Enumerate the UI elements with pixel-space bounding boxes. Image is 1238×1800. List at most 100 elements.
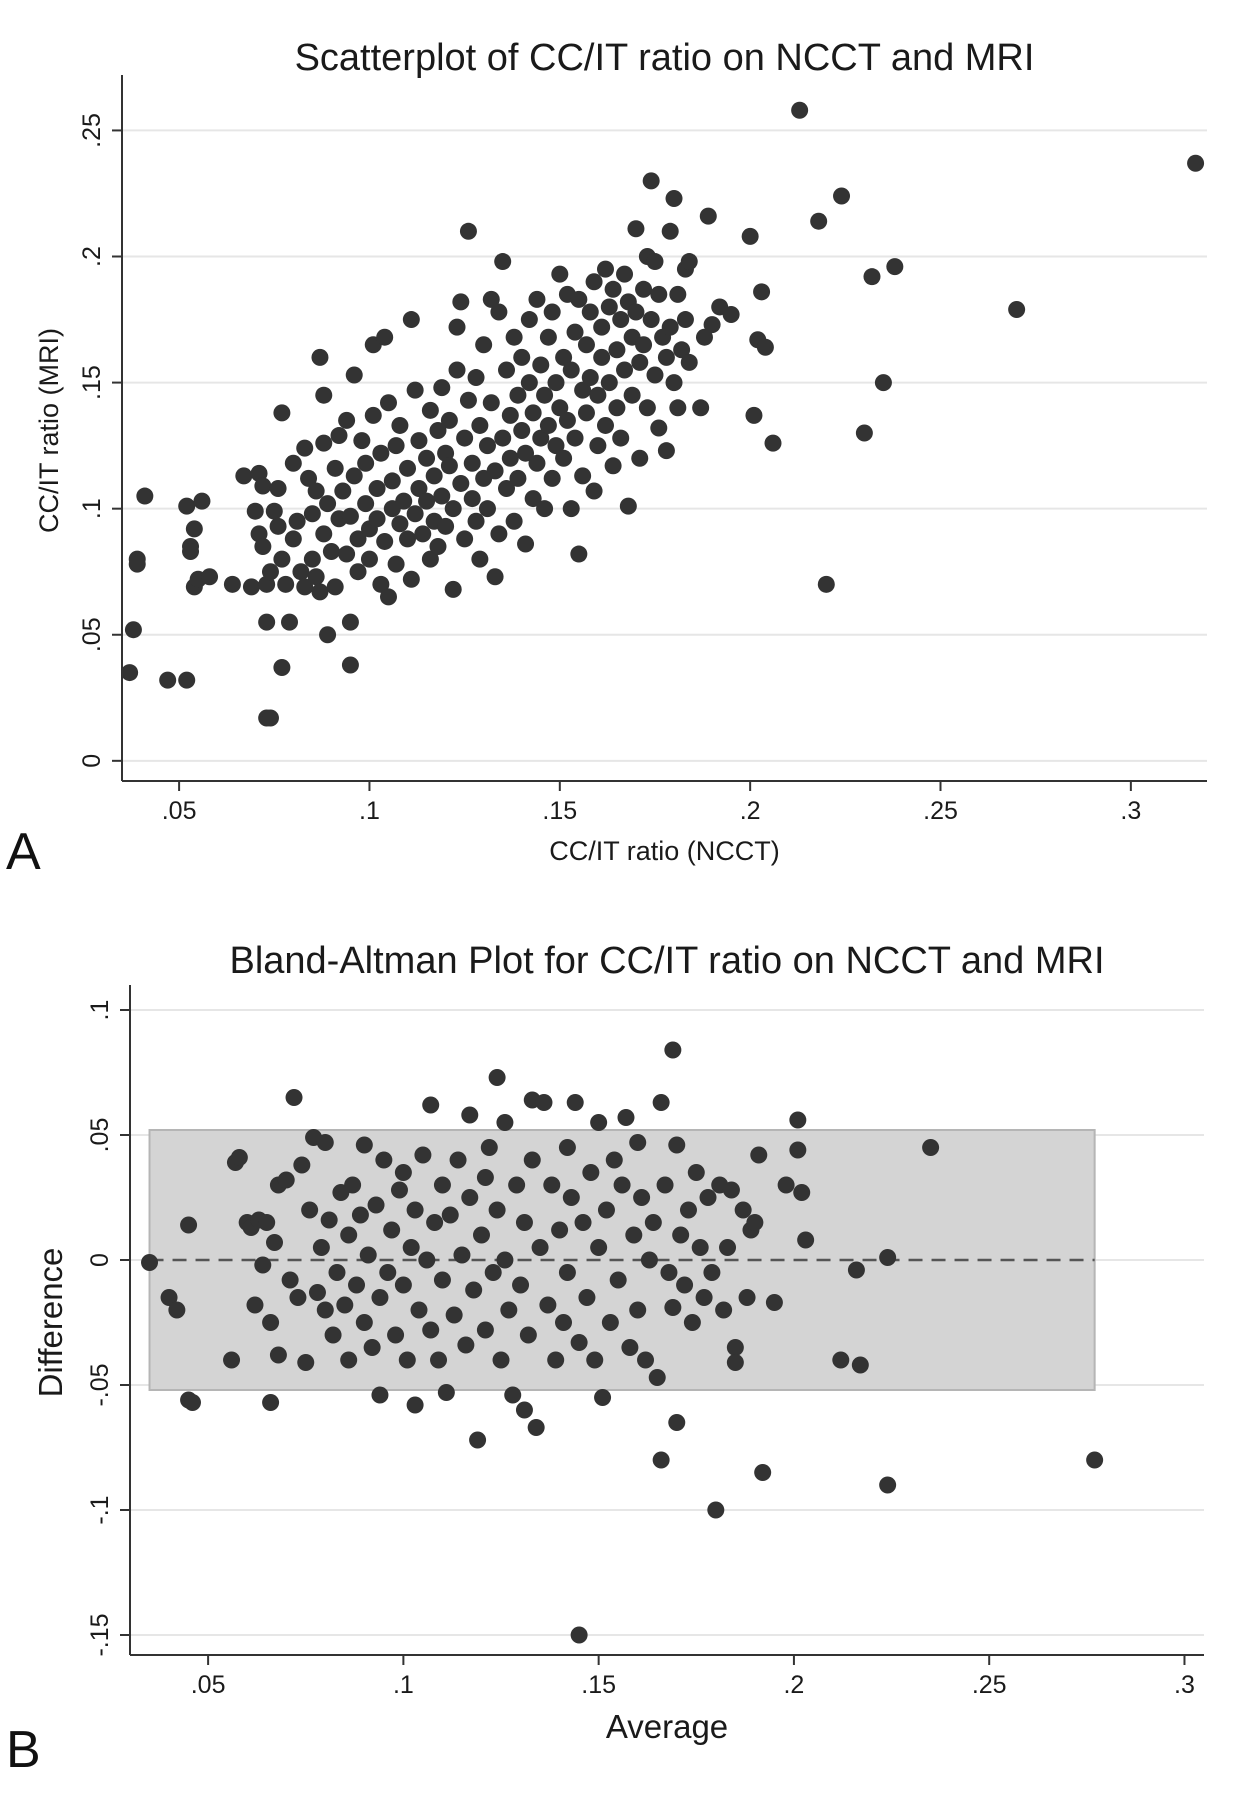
data-point [465,1281,483,1299]
data-point [322,543,340,561]
data-point [368,510,386,528]
data-point [817,575,835,593]
data-point [357,495,375,513]
data-point [437,517,455,535]
data-point [833,187,851,205]
data-point [444,500,462,518]
data-point [492,1351,510,1369]
data-point [558,1264,576,1281]
data-point [292,563,310,581]
data-point [673,341,691,359]
data-point [371,1386,389,1404]
data-point [524,404,542,422]
data-point [315,525,333,543]
bland-altman-chart: .1 .05 0 -.05 -.1 -.15 .05 .1 .15 .2 .25 .3 Bland-Al… [32,940,1204,1745]
data-point [539,1296,557,1314]
data-point [562,361,580,379]
data-point [574,1214,592,1231]
data-point [590,1114,608,1131]
data-point [581,369,599,387]
y-tick-label: .25 [78,113,106,148]
data-point [570,1334,588,1351]
data-point [341,656,359,674]
data-point [330,427,348,445]
data-point [555,449,573,467]
data-point [482,394,500,412]
data-point [707,1501,725,1519]
data-point [551,1221,569,1239]
data-point [180,1216,198,1234]
data-point [777,1176,795,1194]
data-point [273,550,291,568]
data-point [457,1336,475,1354]
data-point [593,318,611,336]
data-point [316,1301,334,1319]
data-point [387,555,405,573]
data-point [320,1211,338,1229]
panel-letter-a: A [6,823,41,881]
data-point [793,1184,811,1201]
data-point [722,306,740,324]
data-point [1187,154,1205,172]
data-point [532,429,550,447]
data-point [326,459,344,477]
data-point [501,406,519,424]
data-point [547,1351,565,1369]
data-point [484,1264,502,1281]
data-point [551,265,569,283]
y-tick-label: .15 [78,365,106,400]
data-point [719,1239,737,1256]
data-point [596,416,614,434]
y-tick-label: 0 [86,1253,114,1267]
data-point [391,515,409,533]
data-point [193,492,211,510]
y-tick-label: .1 [78,498,106,519]
data-point [418,1251,436,1269]
data-point [547,374,565,392]
data-point [254,477,272,495]
x-tick-label: .2 [740,797,761,825]
data-point [745,406,763,424]
data-point [303,550,321,568]
data-point [604,280,622,298]
data-point [648,1369,666,1386]
data-point [444,580,462,598]
data-point [410,432,428,450]
data-point [402,570,420,588]
data-point [265,502,283,520]
data-point [640,1251,658,1269]
data-point [629,1301,647,1319]
data-point [363,1339,381,1356]
data-point [600,374,618,392]
data-point [341,613,359,631]
data-point [459,222,477,240]
data-point [665,374,683,392]
data-point [627,303,645,321]
x-tick-label: .25 [972,1671,1007,1699]
data-point [355,1314,373,1331]
data-point [345,467,363,485]
data-point [277,575,295,593]
data-point [509,469,527,487]
data-point [394,1276,412,1294]
data-point [750,1146,768,1164]
data-point [676,1276,694,1294]
data-point [574,467,592,485]
data-point [433,1176,451,1194]
data-point [183,1394,201,1411]
data-point [672,1226,690,1244]
data-point [625,1226,643,1244]
data-point [353,432,371,450]
data-point [494,429,512,447]
data-point [375,1151,393,1169]
data-point [488,1069,506,1086]
data-point [631,353,649,371]
data-point [585,273,603,291]
data-point [440,457,458,475]
data-point [338,545,356,563]
data-point [543,469,561,487]
data-point [490,525,508,543]
data-point [281,613,299,631]
data-point [296,578,314,596]
data-point [345,366,363,384]
